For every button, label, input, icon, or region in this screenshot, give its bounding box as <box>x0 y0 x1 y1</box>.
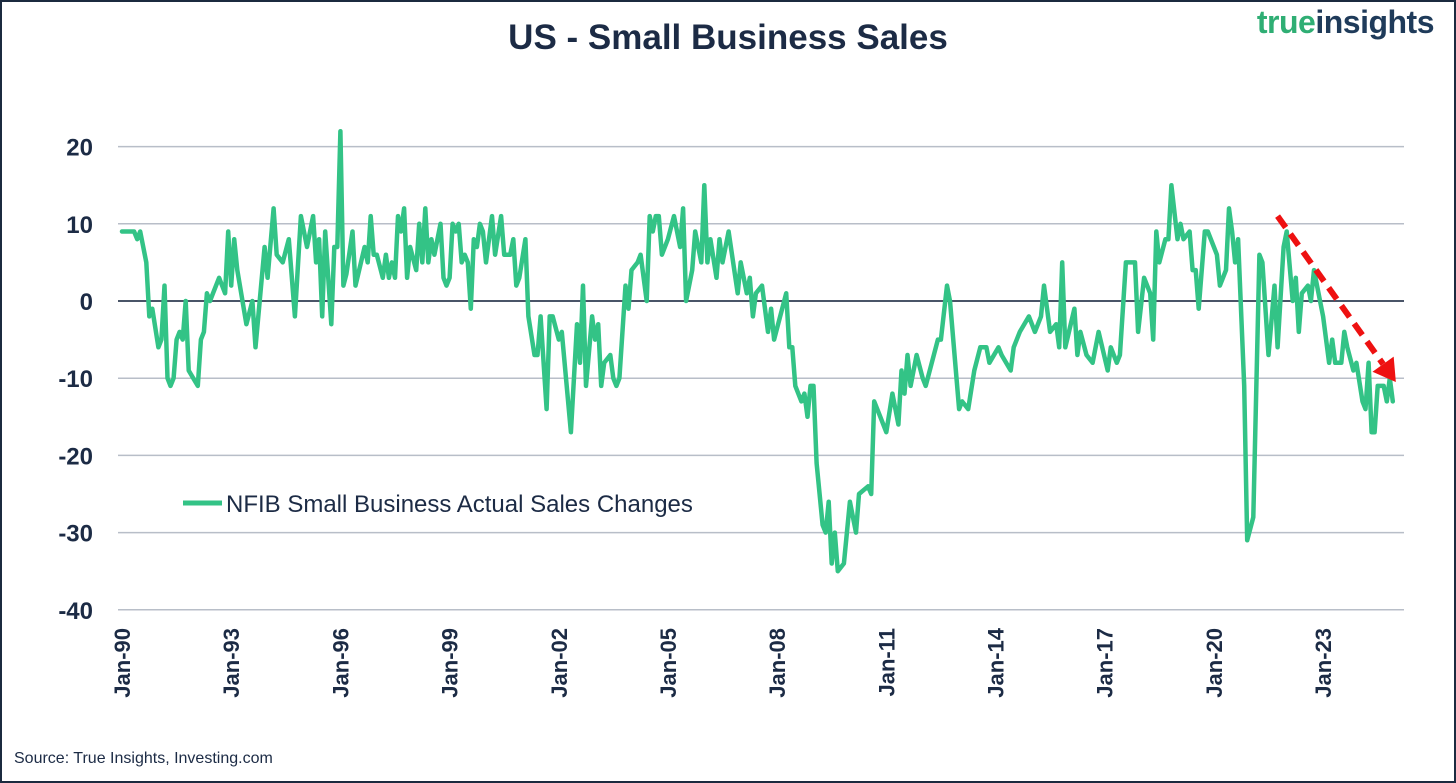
y-tick-label: -20 <box>58 443 93 470</box>
y-tick-label: 10 <box>66 212 93 239</box>
x-tick-label: Jan-23 <box>1311 628 1336 698</box>
x-tick-label: Jan-96 <box>328 628 353 698</box>
logo-insights: insights <box>1315 4 1434 40</box>
x-tick-label: Jan-08 <box>765 628 790 698</box>
x-tick-label: Jan-11 <box>874 628 899 697</box>
trend-arrow-shaft <box>1275 214 1386 366</box>
x-tick-label: Jan-93 <box>219 628 244 698</box>
true-insights-logo: trueinsights <box>1256 4 1435 41</box>
x-tick-label: Jan-20 <box>1202 628 1227 698</box>
logo-true: true <box>1256 4 1316 40</box>
y-tick-label: 0 <box>80 289 93 316</box>
x-tick-label: Jan-17 <box>1093 628 1118 698</box>
y-tick-label: -10 <box>58 366 93 393</box>
x-tick-label: Jan-02 <box>547 628 572 698</box>
source-note: Source: True Insights, Investing.com <box>14 750 273 767</box>
x-tick-label: Jan-05 <box>656 628 681 698</box>
series-line-nfib-sales <box>119 128 1396 574</box>
x-tick-label: Jan-90 <box>110 628 135 698</box>
y-tick-label: -30 <box>58 521 93 548</box>
legend-label: NFIB Small Business Actual Sales Changes <box>226 491 693 518</box>
x-tick-label: Jan-99 <box>438 628 463 698</box>
legend: NFIB Small Business Actual Sales Changes <box>183 491 693 518</box>
y-tick-label: -40 <box>58 598 93 625</box>
x-tick-label: Jan-14 <box>984 627 1009 697</box>
chart-title: US - Small Business Sales <box>508 18 948 57</box>
trend-arrow-head <box>1372 356 1396 383</box>
y-tick-label: 20 <box>66 135 93 162</box>
